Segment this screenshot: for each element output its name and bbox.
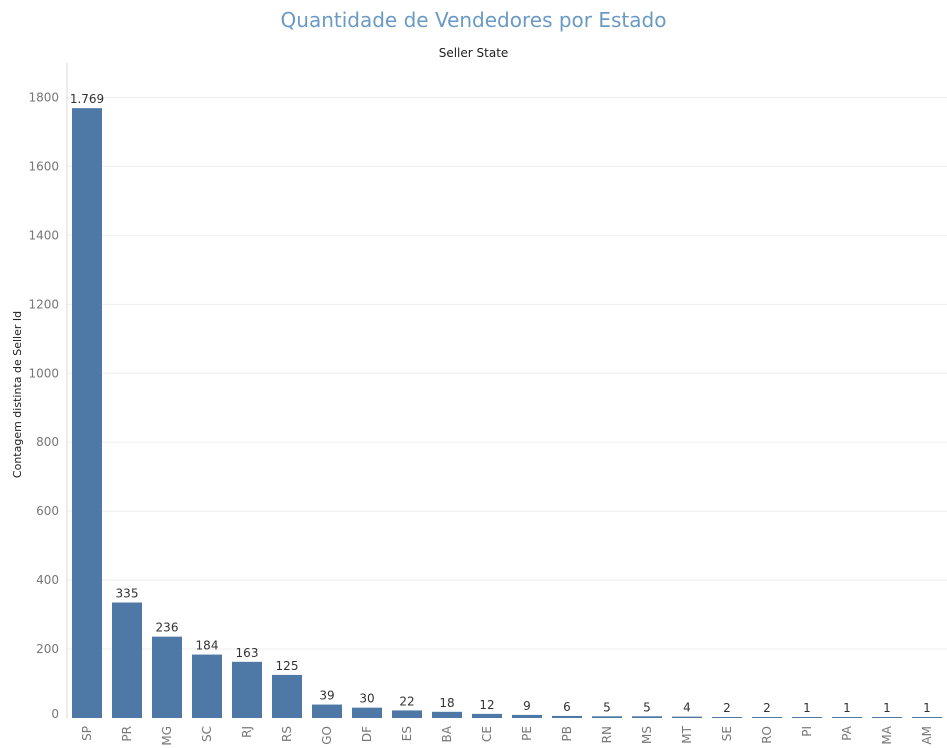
bar-pa: [832, 717, 862, 718]
data-label: 2: [723, 701, 731, 715]
data-label: 12: [479, 698, 494, 712]
x-tick-label: GO: [320, 726, 334, 745]
bar-pb: [552, 715, 582, 718]
data-label: 1.769: [70, 92, 104, 106]
bar-rs: [272, 674, 302, 718]
x-tick-label: SE: [720, 726, 734, 741]
data-label: 1: [843, 701, 851, 715]
chart-title: Quantidade de Vendedores por Estado: [280, 8, 667, 32]
x-axis-title: Seller State: [438, 46, 509, 60]
y-tick-label: 800: [36, 435, 59, 449]
x-tick-label: RN: [600, 726, 614, 743]
bar-ba: [432, 711, 462, 718]
y-axis-ticks: 0 200 400 600 800 1000 1200 1400 1600 1800: [28, 90, 59, 721]
y-tick-label: 200: [36, 642, 59, 656]
x-tick-label: RS: [280, 726, 294, 742]
gridlines: [67, 96, 947, 650]
x-tick-label: SC: [200, 726, 214, 742]
x-tick-label: RJ: [240, 726, 254, 738]
data-label: 5: [643, 700, 651, 714]
data-label: 163: [236, 646, 259, 660]
data-label: 125: [276, 659, 299, 673]
data-label: 30: [359, 692, 374, 706]
x-tick-label: MT: [680, 725, 694, 743]
x-tick-label: ES: [400, 726, 414, 741]
x-tick-label: MS: [640, 726, 654, 744]
bar-pi: [792, 717, 822, 718]
data-label: 335: [116, 587, 139, 601]
x-tick-label: SP: [80, 726, 94, 741]
data-label: 236: [156, 621, 179, 635]
x-tick-label: DF: [360, 726, 374, 742]
bar-pr: [112, 602, 142, 718]
data-label: 1: [883, 701, 891, 715]
x-tick-label: PE: [520, 726, 534, 741]
y-tick-label: 1600: [28, 159, 59, 173]
y-tick-label: 1200: [28, 297, 59, 311]
bar-rj: [232, 661, 262, 718]
x-tick-label: CE: [480, 726, 494, 742]
y-tick-label: 400: [36, 573, 59, 587]
bar-mt: [672, 716, 702, 718]
x-tick-label: PA: [840, 725, 854, 740]
y-tick-label: 1800: [28, 90, 59, 104]
y-tick-label: 1000: [28, 366, 59, 380]
y-tick-label: 600: [36, 504, 59, 518]
data-label: 184: [196, 639, 219, 653]
bar-ro: [752, 717, 782, 718]
x-axis-ticks: SP PR MG SC RJ RS GO DF ES BA CE PE PB RN MS MT SE RO PI PA…: [80, 725, 934, 745]
bar-ce: [472, 713, 502, 718]
data-label: 2: [763, 701, 771, 715]
data-label: 5: [603, 700, 611, 714]
data-label: 18: [439, 696, 454, 710]
bar-go: [312, 704, 342, 718]
bar-ms: [632, 716, 662, 718]
x-tick-label: MA: [880, 725, 894, 744]
x-tick-label: PR: [120, 726, 134, 742]
bar-se: [712, 717, 742, 718]
bar-ma: [872, 717, 902, 718]
data-label: 6: [563, 700, 571, 714]
bar-df: [352, 707, 382, 718]
x-tick-label: RO: [760, 726, 774, 744]
x-tick-label: PI: [800, 726, 814, 737]
data-label: 1: [923, 701, 931, 715]
data-label: 39: [319, 689, 334, 703]
y-tick-label: 1400: [28, 228, 59, 242]
data-label: 1: [803, 701, 811, 715]
bars: [72, 108, 942, 719]
data-label: 9: [523, 699, 531, 713]
x-tick-label: BA: [440, 725, 454, 742]
bar-am: [912, 717, 942, 718]
bar-rn: [592, 716, 622, 718]
bar-mg: [152, 636, 182, 718]
y-tick-label: 0: [51, 707, 59, 721]
x-tick-label: AM: [920, 726, 934, 745]
bar-sc: [192, 654, 222, 718]
bar-es: [392, 710, 422, 718]
bar-pe: [512, 714, 542, 718]
data-label: 4: [683, 701, 691, 715]
y-axis-title: Contagem distinta de Seller Id: [11, 311, 24, 478]
x-tick-label: PB: [560, 726, 574, 741]
bar-sp: [72, 108, 102, 719]
data-label: 22: [399, 694, 414, 708]
x-tick-label: MG: [160, 726, 174, 746]
